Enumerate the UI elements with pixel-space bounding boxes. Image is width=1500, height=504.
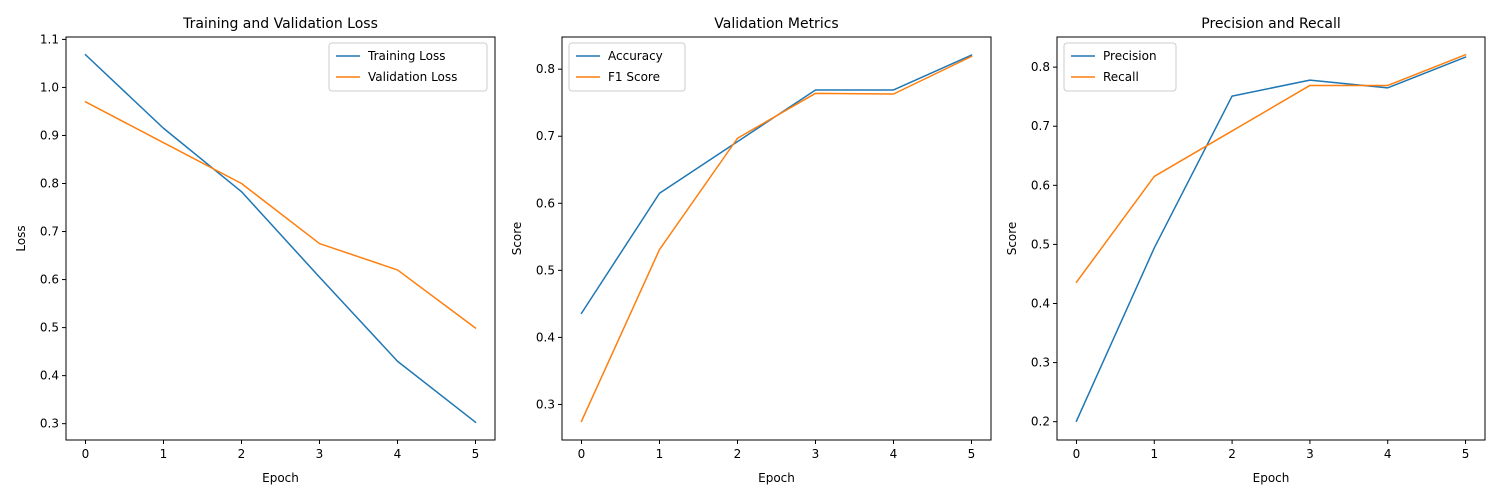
y-tick-label: 0.7 — [40, 225, 59, 239]
y-tick-label: 0.9 — [40, 128, 59, 142]
y-tick-label: 0.7 — [536, 129, 555, 143]
chart-title: Training and Validation Loss — [182, 16, 378, 32]
y-tick-label: 0.7 — [1031, 119, 1050, 133]
legend-label: Precision — [1103, 49, 1157, 63]
chart-title: Precision and Recall — [1201, 16, 1340, 32]
series-line-2 — [580, 55, 973, 423]
legend-box — [1063, 42, 1177, 92]
y-tick-label: 0.6 — [40, 273, 59, 287]
legend-label: Recall — [1103, 70, 1139, 84]
y-tick-label: 0.8 — [40, 177, 59, 191]
x-tick-label: 3 — [812, 447, 820, 461]
x-tick-label: 4 — [394, 447, 402, 461]
x-axis-label: Epoch — [262, 471, 299, 485]
legend-box — [568, 42, 686, 92]
y-tick-label: 0.8 — [1031, 60, 1050, 74]
x-tick-label: 1 — [160, 447, 168, 461]
y-tick-label: 0.5 — [1031, 237, 1050, 251]
y-tick-label: 0.2 — [1031, 415, 1050, 429]
axes-frame — [65, 36, 496, 441]
y-tick-label: 0.6 — [536, 196, 555, 210]
subplot-3: Precision and Recall 0 1 2 3 4 5 0.2 0.3 0.4 0.5 0.… — [1005, 16, 1486, 485]
y-tick-label: 1.1 — [40, 32, 59, 46]
y-tick-label: 0.5 — [536, 263, 555, 277]
x-tick-label: 2 — [1228, 447, 1236, 461]
series-line-1 — [1075, 56, 1467, 423]
series-line-1 — [580, 54, 973, 315]
x-axis-label: Epoch — [758, 471, 795, 485]
y-tick-label: 0.4 — [536, 330, 555, 344]
x-tick-label: 4 — [1384, 447, 1392, 461]
x-tick-label: 5 — [1462, 447, 1470, 461]
x-tick-label: 0 — [1073, 447, 1081, 461]
y-tick-label: 0.5 — [40, 321, 59, 335]
chart-title: Validation Metrics — [714, 16, 838, 32]
series-line-1 — [84, 53, 477, 424]
x-tick-label: 3 — [316, 447, 324, 461]
subplot-1: Training and Validation Loss 0 1 2 3 4 5 0.3 0.4… — [14, 16, 496, 485]
x-tick-label: 0 — [82, 447, 90, 461]
subplot-2: Validation Metrics 0 1 2 3 4 5 0.3 0.4 0.5 0.6 0.7 0… — [510, 16, 992, 485]
x-axis-label: Epoch — [1253, 471, 1290, 485]
x-tick-label: 3 — [1306, 447, 1314, 461]
legend: Accuracy F1 Score — [568, 42, 686, 92]
y-tick-label: 0.4 — [40, 369, 59, 383]
y-axis-label: Loss — [14, 225, 28, 251]
y-axis-label: Score — [1005, 222, 1019, 256]
y-axis-label: Score — [510, 222, 524, 256]
legend-box — [328, 42, 488, 92]
y-tick-label: 1.0 — [40, 80, 59, 94]
axes-frame — [1056, 36, 1486, 441]
x-tick-label: 2 — [238, 447, 246, 461]
y-tick-label: 0.4 — [1031, 297, 1050, 311]
x-tick-label: 4 — [890, 447, 898, 461]
axes-frame — [561, 36, 992, 441]
series-line-2 — [84, 100, 477, 330]
y-tick-label: 0.3 — [40, 417, 59, 431]
legend: Training Loss Validation Loss — [328, 42, 488, 92]
y-tick-label: 0.8 — [536, 62, 555, 76]
x-tick-label: 1 — [656, 447, 664, 461]
x-tick-label: 5 — [968, 447, 976, 461]
legend: Precision Recall — [1063, 42, 1177, 92]
y-tick-label: 0.3 — [536, 397, 555, 411]
legend-label: Validation Loss — [368, 70, 457, 84]
legend-label: Accuracy — [608, 49, 663, 63]
x-tick-label: 2 — [734, 447, 742, 461]
series-line-2 — [1075, 53, 1467, 284]
y-tick-label: 0.3 — [1031, 356, 1050, 370]
x-tick-label: 0 — [578, 447, 586, 461]
legend-label: Training Loss — [367, 49, 445, 63]
y-tick-label: 0.6 — [1031, 178, 1050, 192]
x-tick-label: 5 — [472, 447, 480, 461]
legend-label: F1 Score — [608, 70, 660, 84]
x-tick-label: 1 — [1150, 447, 1158, 461]
